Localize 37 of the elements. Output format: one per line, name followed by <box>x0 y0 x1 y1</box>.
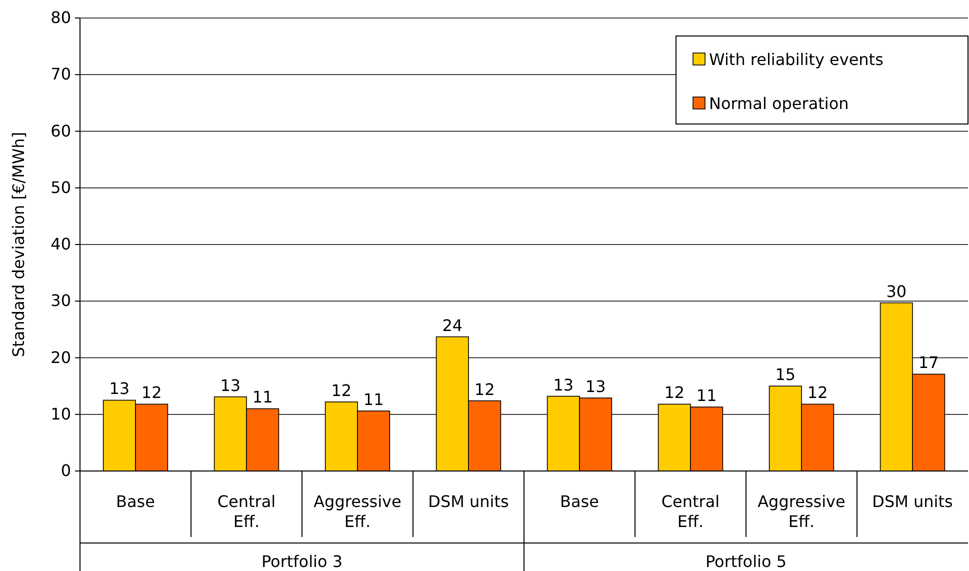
data-label: 15 <box>775 365 796 384</box>
y-tick-label: 80 <box>50 8 71 27</box>
legend-label: Normal operation <box>709 94 849 113</box>
legend-label: With reliability events <box>709 50 884 69</box>
data-label: 11 <box>696 386 717 406</box>
y-tick-label: 0 <box>60 461 71 480</box>
y-tick-label: 30 <box>50 291 71 310</box>
data-label: 11 <box>363 390 384 409</box>
x-tick-label: Base <box>560 492 599 511</box>
data-label: 24 <box>442 316 463 335</box>
data-label: 12 <box>807 383 828 402</box>
x-tick-label: Central Eff. <box>217 492 276 531</box>
data-label: 12 <box>474 380 495 399</box>
y-tick-label: 40 <box>50 234 71 254</box>
x-tick-label: DSM units <box>872 492 953 511</box>
data-label: 11 <box>252 388 273 407</box>
x-tick-label: Aggressive Eff. <box>758 492 846 531</box>
data-label: 12 <box>141 383 162 402</box>
data-label: 13 <box>553 375 574 394</box>
x-tick-label: Base <box>116 492 155 511</box>
data-label: 13 <box>585 376 606 396</box>
text: Portfolio 5 <box>705 552 787 571</box>
x-tick-label: Central Eff. <box>661 492 720 531</box>
y-tick-label: 70 <box>50 64 71 84</box>
y-tick-label: 60 <box>50 121 71 140</box>
y-tick-label: 20 <box>50 348 71 367</box>
data-label: 12 <box>331 380 352 400</box>
text: Portfolio 3 <box>261 552 343 571</box>
x-tick-label: DSM units <box>428 492 509 511</box>
data-label: 13 <box>220 376 241 395</box>
data-label: 13 <box>109 379 130 398</box>
y-tick-label: 50 <box>50 178 71 197</box>
y-axis-title: Standard deviation [€/MWh] <box>9 132 28 358</box>
data-label: 30 <box>886 282 907 301</box>
data-label: 12 <box>664 383 685 402</box>
x-tick-label: Aggressive Eff. <box>314 492 402 531</box>
y-tick-label: 10 <box>50 404 71 424</box>
